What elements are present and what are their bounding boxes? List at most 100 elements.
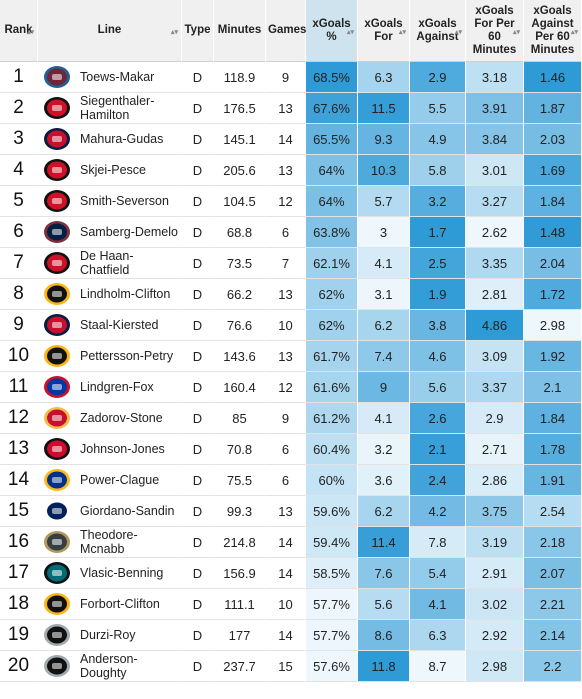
line-cell[interactable]: Anderson-Doughty [38, 651, 182, 682]
xga60-cell: 2.04 [524, 248, 582, 279]
games-cell: 10 [266, 310, 306, 341]
header-xgoals-against[interactable]: xGoals Against ▴▾ [410, 0, 466, 62]
xgf60-cell: 3.27 [466, 186, 524, 217]
games-cell: 14 [266, 620, 306, 651]
table-row[interactable]: 18 Forbort-Clifton D 111.1 10 57.7% 5.6 4.1 3.02… [0, 589, 582, 620]
line-cell[interactable]: Staal-Kiersted [38, 310, 182, 341]
line-name: Theodore-Mcnabb [80, 528, 138, 556]
header-xgoals-for-60[interactable]: xGoals For Per 60 Minutes ▴▾ [466, 0, 524, 62]
table-row[interactable]: 8 Lindholm-Clifton D 66.2 13 62% 3.1 1.9 2.81 1.7… [0, 279, 582, 310]
table-row[interactable]: 6 Samberg-Demelo D 68.8 6 63.8% 3 1.7 2.62 1.48 [0, 217, 582, 248]
line-cell[interactable]: Smith-Severson [38, 186, 182, 217]
table-row[interactable]: 9 Staal-Kiersted D 76.6 10 62% 6.2 3.8 4.86 2.98 [0, 310, 582, 341]
header-minutes[interactable]: Minutes [214, 0, 266, 62]
line-cell[interactable]: Lindholm-Clifton [38, 279, 182, 310]
xga-cell: 4.1 [410, 589, 466, 620]
panthers-logo-icon [42, 312, 72, 338]
xgf60-cell: 3.35 [466, 248, 524, 279]
line-cell[interactable]: Pettersson-Petry [38, 341, 182, 372]
games-cell: 13 [266, 155, 306, 186]
xgf-cell: 3.6 [358, 465, 410, 496]
table-row[interactable]: 3 Mahura-Gudas D 145.1 14 65.5% 9.3 4.9 3.84 2.03 [0, 124, 582, 155]
table-row[interactable]: 7 De Haan-Chatfield D 73.5 7 62.1% 4.1 2.5 3.35 2… [0, 248, 582, 279]
xg-pct-cell: 65.5% [306, 124, 358, 155]
table-row[interactable]: 5 Smith-Severson D 104.5 12 64% 5.7 3.2 3.27 1.84 [0, 186, 582, 217]
rank-cell: 10 [0, 341, 38, 372]
minutes-cell: 177 [214, 620, 266, 651]
line-cell[interactable]: Vlasic-Benning [38, 558, 182, 589]
table-row[interactable]: 13 Johnson-Jones D 70.8 6 60.4% 3.2 2.1 2.71 1.78 [0, 434, 582, 465]
xgf60-cell: 2.62 [466, 217, 524, 248]
header-xgoals-against-60[interactable]: xGoals Against Per 60 Minutes ▴▾ [524, 0, 582, 62]
type-cell: D [182, 589, 214, 620]
xg-pct-cell: 68.5% [306, 62, 358, 93]
line-cell[interactable]: De Haan-Chatfield [38, 248, 182, 279]
line-cell[interactable]: Zadorov-Stone [38, 403, 182, 434]
table-row[interactable]: 12 Zadorov-Stone D 85 9 61.2% 4.1 2.6 2.9 1.84 [0, 403, 582, 434]
table-row[interactable]: 15 Giordano-Sandin D 99.3 13 59.6% 6.2 4.2 3.75 2… [0, 496, 582, 527]
line-cell[interactable]: Lindgren-Fox [38, 372, 182, 403]
xga-cell: 1.7 [410, 217, 466, 248]
header-xgoals-pct[interactable]: xGoals % ▴▾ [306, 0, 358, 62]
xg-pct-cell: 61.2% [306, 403, 358, 434]
minutes-cell: 143.6 [214, 341, 266, 372]
xgf60-cell: 3.09 [466, 341, 524, 372]
games-cell: 9 [266, 62, 306, 93]
header-line[interactable]: Line ▴▾ [38, 0, 182, 62]
header-games[interactable]: Games [266, 0, 306, 62]
table-row[interactable]: 14 Power-Clague D 75.5 6 60% 3.6 2.4 2.86 1.91 [0, 465, 582, 496]
type-cell: D [182, 310, 214, 341]
xga-cell: 2.4 [410, 465, 466, 496]
xga60-cell: 1.84 [524, 186, 582, 217]
header-xgoals-for[interactable]: xGoals For ▴▾ [358, 0, 410, 62]
header-type[interactable]: Type [182, 0, 214, 62]
line-cell[interactable]: Theodore-Mcnabb [38, 527, 182, 558]
line-cell[interactable]: Johnson-Jones [38, 434, 182, 465]
rank-cell: 19 [0, 620, 38, 651]
table-row[interactable]: 16 Theodore-Mcnabb D 214.8 14 59.4% 11.4 7.8 3.1… [0, 527, 582, 558]
xg-pct-cell: 64% [306, 155, 358, 186]
games-cell: 14 [266, 527, 306, 558]
line-cell[interactable]: Toews-Makar [38, 62, 182, 93]
sort-icon: ▴▾ [346, 29, 354, 36]
line-name: Mahura-Gudas [80, 132, 164, 146]
sabres-logo-icon [42, 467, 72, 493]
table-row[interactable]: 4 Skjei-Pesce D 205.6 13 64% 10.3 5.8 3.01 1.69 [0, 155, 582, 186]
xgf-cell: 6.3 [358, 62, 410, 93]
table-row[interactable]: 17 Vlasic-Benning D 156.9 14 58.5% 7.6 5.4 2.91 2… [0, 558, 582, 589]
xga-cell: 2.9 [410, 62, 466, 93]
minutes-cell: 176.5 [214, 93, 266, 124]
line-cell[interactable]: Mahura-Gudas [38, 124, 182, 155]
line-cell[interactable]: Siegenthaler-Hamilton [38, 93, 182, 124]
kings-logo-icon [42, 653, 72, 679]
table-row[interactable]: 2 Siegenthaler-Hamilton D 176.5 13 67.6% 11.5 5… [0, 93, 582, 124]
table-row[interactable]: 11 Lindgren-Fox D 160.4 12 61.6% 9 5.6 3.37 2.1 [0, 372, 582, 403]
xgf60-cell: 3.37 [466, 372, 524, 403]
line-cell[interactable]: Giordano-Sandin [38, 496, 182, 527]
xgf60-cell: 3.19 [466, 527, 524, 558]
line-cell[interactable]: Durzi-Roy [38, 620, 182, 651]
xgf-cell: 3.1 [358, 279, 410, 310]
minutes-cell: 237.7 [214, 651, 266, 682]
minutes-cell: 118.9 [214, 62, 266, 93]
table-row[interactable]: 10 Pettersson-Petry D 143.6 13 61.7% 7.4 4.6 3.0… [0, 341, 582, 372]
line-name: Durzi-Roy [80, 628, 136, 642]
line-cell[interactable]: Samberg-Demelo [38, 217, 182, 248]
xga60-cell: 2.98 [524, 310, 582, 341]
rank-cell: 20 [0, 651, 38, 682]
table-row[interactable]: 20 Anderson-Doughty D 237.7 15 57.6% 11.8 8.7 2.… [0, 651, 582, 682]
sort-icon: ▴▾ [398, 29, 406, 36]
xga-cell: 1.9 [410, 279, 466, 310]
xga60-cell: 1.78 [524, 434, 582, 465]
line-cell[interactable]: Skjei-Pesce [38, 155, 182, 186]
rank-cell: 1 [0, 62, 38, 93]
table-row[interactable]: 19 Durzi-Roy D 177 14 57.7% 8.6 6.3 2.92 2.14 [0, 620, 582, 651]
header-rank[interactable]: Rank ▴▾ [0, 0, 38, 62]
line-cell[interactable]: Forbort-Clifton [38, 589, 182, 620]
table-row[interactable]: 1 Toews-Makar D 118.9 9 68.5% 6.3 2.9 3.18 1.46 [0, 62, 582, 93]
xga60-cell: 2.03 [524, 124, 582, 155]
rank-cell: 9 [0, 310, 38, 341]
line-cell[interactable]: Power-Clague [38, 465, 182, 496]
xga60-cell: 1.92 [524, 341, 582, 372]
sort-icon: ▴▾ [26, 29, 34, 36]
